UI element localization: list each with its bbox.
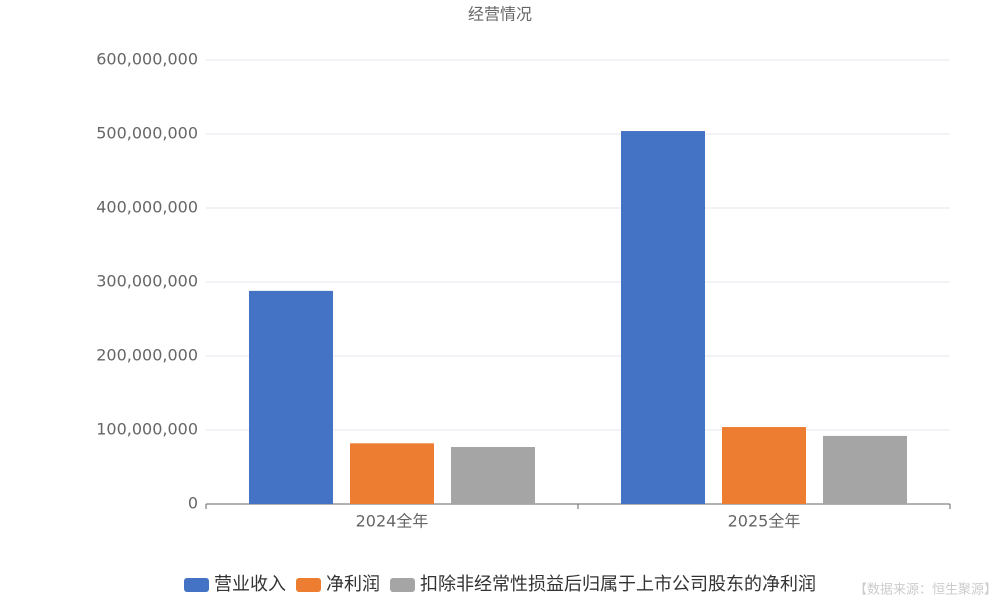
y-tick-label: 600,000,000 — [96, 50, 198, 69]
legend-swatch — [184, 578, 209, 592]
legend-label: 扣除非经常性损益后归属于上市公司股东的净利润 — [420, 574, 816, 595]
legend-swatch — [296, 578, 321, 592]
source-note: 【数据来源：恒生聚源】 — [854, 583, 997, 598]
y-tick-label: 300,000,000 — [96, 272, 198, 291]
y-tick-label: 200,000,000 — [96, 346, 198, 365]
y-tick-label: 500,000,000 — [96, 124, 198, 143]
bar — [621, 131, 705, 505]
y-tick-label: 100,000,000 — [96, 420, 198, 439]
bar — [451, 447, 535, 504]
y-tick-label: 0 — [188, 494, 198, 513]
y-tick-label: 400,000,000 — [96, 198, 198, 217]
x-tick-label: 2025全年 — [728, 512, 801, 531]
bar — [722, 427, 806, 504]
legend-label: 营业收入 — [214, 574, 286, 595]
chart-title: 经营情况 — [468, 5, 532, 24]
legend-label: 净利润 — [326, 574, 380, 595]
x-tick-label: 2024全年 — [356, 512, 429, 531]
bar — [823, 435, 907, 504]
bar — [350, 443, 434, 504]
bar — [249, 290, 333, 504]
legend-swatch — [390, 578, 415, 592]
